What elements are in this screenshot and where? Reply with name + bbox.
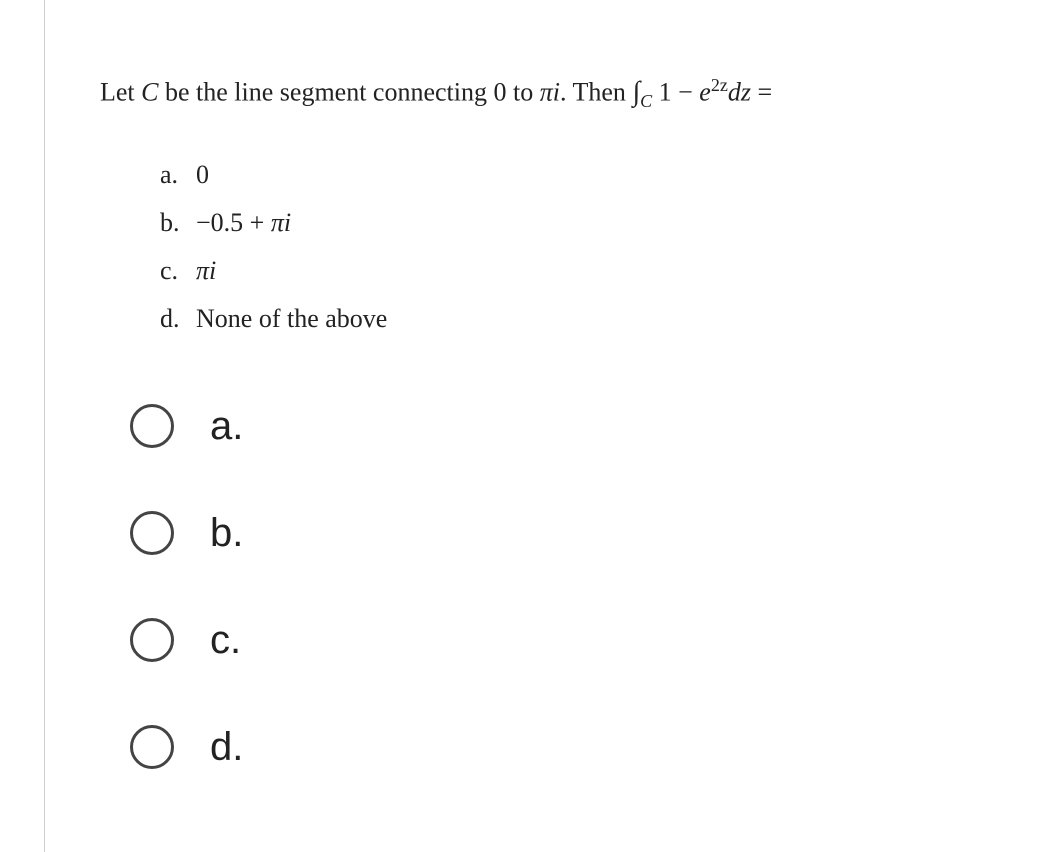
content-area: Let C be the line segment connecting 0 t… xyxy=(100,75,1000,832)
radio-circle-d[interactable] xyxy=(130,725,174,769)
answer-list: a.0 b.−0.5 + πi c.πi d.None of the above xyxy=(160,160,1000,334)
question-then: . Then xyxy=(560,78,632,107)
question-text: Let C be the line segment connecting 0 t… xyxy=(100,75,1000,112)
answer-b-pi: πi xyxy=(271,208,291,237)
answer-b-label: b. xyxy=(160,208,196,238)
answer-a-label: a. xyxy=(160,160,196,190)
exp-2z: 2z xyxy=(711,75,728,95)
integrand-dz: dz xyxy=(728,78,751,107)
answer-c: c.πi xyxy=(160,256,1000,286)
answer-d-label: d. xyxy=(160,304,196,334)
radio-option-d[interactable]: d. xyxy=(130,725,1000,770)
question-equals: = xyxy=(751,78,772,107)
answer-b: b.−0.5 + πi xyxy=(160,208,1000,238)
integrand-part1: 1 − xyxy=(652,78,699,107)
curve-variable: C xyxy=(141,78,158,107)
radio-option-b[interactable]: b. xyxy=(130,511,1000,556)
radio-option-a[interactable]: a. xyxy=(130,404,1000,449)
radio-label-b: b. xyxy=(210,511,243,556)
answer-a-text: 0 xyxy=(196,160,209,189)
radio-circle-b[interactable] xyxy=(130,511,174,555)
integrand-exponent: 2z xyxy=(711,75,728,95)
answer-d: d.None of the above xyxy=(160,304,1000,334)
radio-option-c[interactable]: c. xyxy=(130,618,1000,663)
integrand-e: e xyxy=(699,78,711,107)
answer-c-label: c. xyxy=(160,256,196,286)
answer-c-pi: πi xyxy=(196,256,216,285)
radio-circle-a[interactable] xyxy=(130,404,174,448)
radio-label-d: d. xyxy=(210,725,243,770)
answer-a: a.0 xyxy=(160,160,1000,190)
radio-label-a: a. xyxy=(210,404,243,449)
integral-subscript: C xyxy=(640,91,652,111)
answer-b-prefix: −0.5 + xyxy=(196,208,271,237)
question-prefix: Let xyxy=(100,78,141,107)
integral-symbol: ∫ xyxy=(632,77,640,108)
radio-options-section: a. b. c. d. xyxy=(130,404,1000,770)
pi-i-1: πi xyxy=(540,78,560,107)
answer-d-text: None of the above xyxy=(196,304,387,333)
question-middle: be the line segment connecting 0 to xyxy=(159,78,540,107)
radio-circle-c[interactable] xyxy=(130,618,174,662)
radio-label-c: c. xyxy=(210,618,241,663)
left-border-line xyxy=(44,0,45,852)
